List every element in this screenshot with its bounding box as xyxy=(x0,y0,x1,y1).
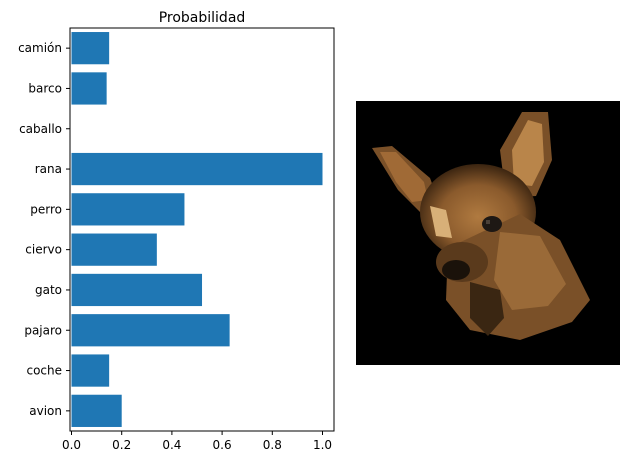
y-tick-label: avion xyxy=(29,404,62,418)
x-tick-label: 0.4 xyxy=(162,438,181,452)
y-tick-label: coche xyxy=(26,364,62,378)
dog-figure xyxy=(372,112,590,340)
y-tick-label: ciervo xyxy=(25,243,62,257)
x-tick-label: 0.6 xyxy=(213,438,232,452)
bar-perro xyxy=(71,193,185,226)
y-tick-label: perro xyxy=(30,202,62,216)
x-tick-label: 0.8 xyxy=(263,438,282,452)
y-tick-label: caballo xyxy=(19,122,62,136)
x-ticks-group: 0.0 0.2 0.4 0.6 0.8 1.0 xyxy=(62,431,332,452)
bars-group xyxy=(71,32,323,427)
bar-gato xyxy=(71,273,203,307)
x-tick-label: 0.2 xyxy=(112,438,131,452)
y-tick-label: camión xyxy=(18,41,62,55)
chart-title: Probabilidad xyxy=(159,10,246,26)
y-ticks-group: avion coche pajaro gato ciervo perro rana cabal… xyxy=(18,41,70,418)
bar-avion xyxy=(71,394,122,427)
bar-pajaro xyxy=(71,314,230,347)
x-tick-label: 1.0 xyxy=(313,438,332,452)
y-tick-label: gato xyxy=(35,283,62,297)
plot-frame xyxy=(69,27,335,432)
bar-rana xyxy=(71,152,323,186)
y-tick-label: pajaro xyxy=(24,323,62,337)
bar-chart: Probabilidad avion coche pajaro gato ciervo p… xyxy=(18,10,335,452)
bar-camión xyxy=(71,32,110,65)
y-tick-label: rana xyxy=(35,162,62,176)
bar-ciervo xyxy=(71,233,157,266)
bar-barco xyxy=(71,72,107,105)
y-tick-label: barco xyxy=(28,81,62,95)
x-tick-label: 0.0 xyxy=(62,438,81,452)
dog-photo-icon xyxy=(356,101,620,365)
bar-coche xyxy=(71,354,110,387)
